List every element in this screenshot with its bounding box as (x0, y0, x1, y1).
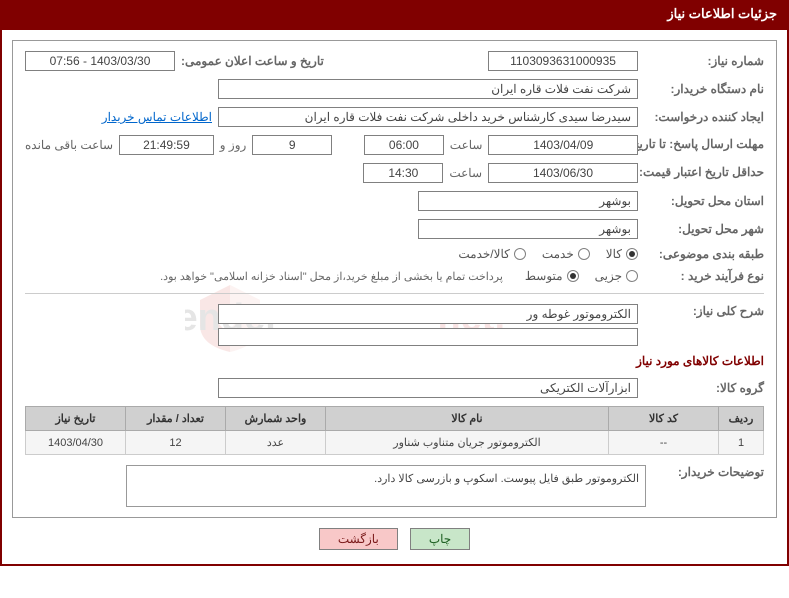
province-label: استان محل تحویل: (644, 194, 764, 208)
td-row: 1 (719, 431, 764, 455)
page-title: جزئیات اطلاعات نیاز (667, 6, 777, 21)
contact-link[interactable]: اطلاعات تماس خریدار (102, 110, 212, 124)
th-code: کد کالا (609, 407, 719, 431)
button-row: چاپ بازگشت (12, 518, 777, 554)
goods-group-label: گروه کالا: (644, 381, 764, 395)
radio-minor[interactable]: جزیی (595, 269, 638, 283)
row-buyer-notes: توضیحات خریدار: الکتروموتور طبق فایل پیو… (25, 465, 764, 507)
table-row: 1 -- الکتروموتور جریان متناوب شناور عدد … (26, 431, 764, 455)
row-valid-until: حداقل تاریخ اعتبار قیمت: تا تاریخ: 1403/… (25, 163, 764, 183)
th-unit: واحد شمارش (226, 407, 326, 431)
divider-1 (25, 293, 764, 294)
process-note: پرداخت تمام یا بخشی از مبلغ خرید،از محل … (160, 270, 503, 283)
need-number-value: 1103093631000935 (488, 51, 638, 71)
row-buyer-org: نام دستگاه خریدار: شرکت نفت فلات قاره ای… (25, 79, 764, 99)
announce-label: تاریخ و ساعت اعلان عمومی: (181, 54, 324, 68)
radio-medium-input[interactable] (567, 270, 579, 282)
radio-minor-label: جزیی (595, 269, 622, 283)
td-name: الکتروموتور جریان متناوب شناور (326, 431, 609, 455)
time-label-1: ساعت (450, 138, 483, 152)
requester-label: ایجاد کننده درخواست: (644, 110, 764, 124)
row-requester: ایجاد کننده درخواست: سیدرضا سیدی کارشناس… (25, 107, 764, 127)
table-header-row: ردیف کد کالا نام کالا واحد شمارش تعداد /… (26, 407, 764, 431)
buyer-notes-label: توضیحات خریدار: (654, 465, 764, 479)
items-table: ردیف کد کالا نام کالا واحد شمارش تعداد /… (25, 406, 764, 455)
td-date: 1403/04/30 (26, 431, 126, 455)
th-name: نام کالا (326, 407, 609, 431)
print-button[interactable]: چاپ (410, 528, 470, 550)
deadline-time: 06:00 (364, 135, 444, 155)
deadline-date: 1403/04/09 (488, 135, 638, 155)
valid-until-time: 14:30 (363, 163, 443, 183)
days-label: روز و (220, 138, 247, 152)
row-process: نوع فرآیند خرید : جزیی متوسط پرداخت تمام… (25, 269, 764, 283)
td-code: -- (609, 431, 719, 455)
announce-value: 1403/03/30 - 07:56 (25, 51, 175, 71)
time-label-2: ساعت (449, 166, 482, 180)
radio-goods-label: کالا (606, 247, 622, 261)
valid-until-label: حداقل تاریخ اعتبار قیمت: تا تاریخ: (644, 165, 764, 181)
radio-goods-service-label: کالا/خدمت (458, 247, 509, 261)
process-label: نوع فرآیند خرید : (644, 269, 764, 283)
th-qty: تعداد / مقدار (126, 407, 226, 431)
row-city: شهر محل تحویل: بوشهر (25, 219, 764, 239)
province-value: بوشهر (418, 191, 638, 211)
radio-service-input[interactable] (578, 248, 590, 260)
td-unit: عدد (226, 431, 326, 455)
items-section-title: اطلاعات کالاهای مورد نیاز (25, 354, 764, 368)
city-value: بوشهر (418, 219, 638, 239)
radio-goods[interactable]: کالا (606, 247, 638, 261)
row-goods-group: گروه کالا: ابزارآلات الکتریکی (25, 378, 764, 398)
radio-minor-input[interactable] (626, 270, 638, 282)
radio-goods-input[interactable] (626, 248, 638, 260)
radio-medium[interactable]: متوسط (525, 269, 579, 283)
valid-until-date: 1403/06/30 (488, 163, 638, 183)
overall-desc-value: الکتروموتور غوطه ور (218, 304, 638, 324)
buyer-org-value: شرکت نفت فلات قاره ایران (218, 79, 638, 99)
radio-goods-service-input[interactable] (514, 248, 526, 260)
row-province: استان محل تحویل: بوشهر (25, 191, 764, 211)
deadline-label: مهلت ارسال پاسخ: تا تاریخ: (644, 137, 764, 153)
radio-medium-label: متوسط (525, 269, 563, 283)
page-title-bar: جزئیات اطلاعات نیاز (0, 0, 789, 28)
process-radio-group: جزیی متوسط (525, 269, 638, 283)
overall-desc-extra (218, 328, 638, 346)
category-radio-group: کالا خدمت کالا/خدمت (458, 247, 638, 261)
outer-frame: شماره نیاز: 1103093631000935 تاریخ و ساع… (0, 28, 789, 566)
td-qty: 12 (126, 431, 226, 455)
need-number-label: شماره نیاز: (644, 54, 764, 68)
requester-value: سیدرضا سیدی کارشناس خرید داخلی شرکت نفت … (218, 107, 638, 127)
th-row: ردیف (719, 407, 764, 431)
days-value: 9 (252, 135, 332, 155)
radio-service[interactable]: خدمت (542, 247, 590, 261)
row-overall-desc: شرح کلی نیاز: الکتروموتور غوطه ور (25, 304, 764, 346)
inner-frame: شماره نیاز: 1103093631000935 تاریخ و ساع… (12, 40, 777, 518)
remaining-label: ساعت باقی مانده (25, 138, 113, 152)
radio-service-label: خدمت (542, 247, 574, 261)
row-deadline: مهلت ارسال پاسخ: تا تاریخ: 1403/04/09 سا… (25, 135, 764, 155)
back-button[interactable]: بازگشت (319, 528, 398, 550)
buyer-notes-value: الکتروموتور طبق فایل پیوست. اسکوپ و بازر… (126, 465, 646, 507)
countdown-value: 21:49:59 (119, 135, 214, 155)
city-label: شهر محل تحویل: (644, 222, 764, 236)
goods-group-value: ابزارآلات الکتریکی (218, 378, 638, 398)
category-label: طبقه بندی موضوعی: (644, 247, 764, 261)
radio-goods-service[interactable]: کالا/خدمت (458, 247, 525, 261)
overall-desc-label: شرح کلی نیاز: (644, 304, 764, 318)
th-date: تاریخ نیاز (26, 407, 126, 431)
row-category: طبقه بندی موضوعی: کالا خدمت کالا/خدمت (25, 247, 764, 261)
row-need-number: شماره نیاز: 1103093631000935 تاریخ و ساع… (25, 51, 764, 71)
buyer-org-label: نام دستگاه خریدار: (644, 82, 764, 96)
